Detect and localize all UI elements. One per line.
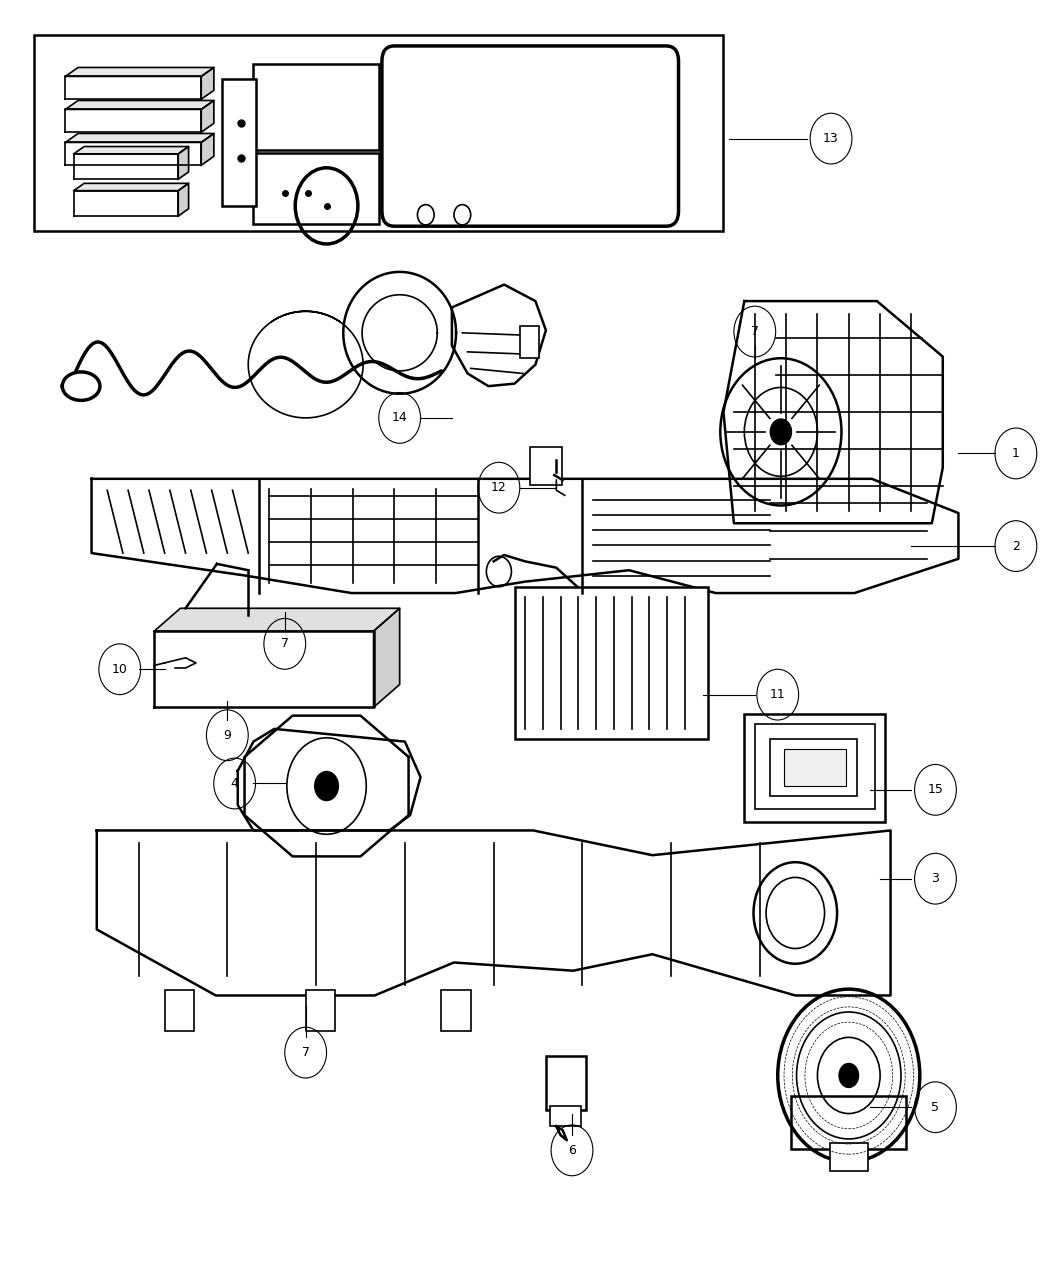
Text: 9: 9 [224, 729, 231, 742]
Text: 14: 14 [392, 412, 407, 425]
Bar [306, 991, 335, 1031]
Text: 13: 13 [823, 133, 839, 145]
Text: 2: 2 [1012, 539, 1020, 552]
Bar [530, 448, 562, 486]
Polygon shape [154, 608, 400, 631]
Bar [550, 1105, 582, 1126]
Polygon shape [65, 134, 214, 143]
Polygon shape [65, 110, 202, 133]
Text: 7: 7 [751, 325, 759, 338]
Text: 1: 1 [1012, 448, 1020, 460]
Text: 4: 4 [231, 776, 238, 790]
Polygon shape [74, 147, 189, 154]
Text: 12: 12 [491, 481, 507, 495]
Bar [755, 724, 875, 808]
Polygon shape [202, 68, 214, 99]
Bar [520, 326, 539, 358]
Bar [744, 714, 885, 821]
Polygon shape [452, 284, 546, 386]
Bar [514, 586, 708, 739]
Circle shape [314, 771, 339, 801]
Polygon shape [65, 68, 214, 76]
Bar [223, 79, 255, 205]
Text: 6: 6 [568, 1144, 576, 1156]
FancyBboxPatch shape [382, 46, 678, 226]
Polygon shape [65, 101, 214, 110]
Circle shape [771, 419, 792, 445]
Polygon shape [97, 830, 890, 996]
Polygon shape [723, 301, 943, 523]
Bar [784, 750, 845, 785]
Polygon shape [245, 715, 408, 857]
Text: 5: 5 [931, 1100, 940, 1113]
Text: 7: 7 [301, 1046, 310, 1060]
Polygon shape [154, 631, 374, 708]
Bar [441, 991, 470, 1031]
Polygon shape [202, 101, 214, 133]
Text: 15: 15 [927, 783, 943, 797]
Polygon shape [74, 191, 178, 215]
Bar [253, 64, 379, 150]
Polygon shape [178, 147, 189, 180]
Text: 11: 11 [770, 688, 785, 701]
Polygon shape [91, 479, 959, 593]
Bar [771, 740, 857, 796]
Bar [830, 1142, 867, 1170]
Polygon shape [65, 76, 202, 99]
Bar [792, 1095, 906, 1149]
Circle shape [838, 1063, 859, 1088]
Polygon shape [202, 134, 214, 166]
Polygon shape [374, 608, 400, 708]
Bar [165, 991, 194, 1031]
Polygon shape [74, 154, 178, 180]
Text: 10: 10 [111, 663, 128, 676]
Text: 7: 7 [280, 638, 289, 650]
Bar [253, 153, 379, 223]
Polygon shape [237, 729, 421, 830]
Polygon shape [65, 143, 202, 166]
Polygon shape [178, 184, 189, 215]
Text: 3: 3 [931, 872, 940, 885]
Bar [34, 34, 723, 231]
Polygon shape [74, 184, 189, 191]
Bar [546, 1057, 586, 1109]
